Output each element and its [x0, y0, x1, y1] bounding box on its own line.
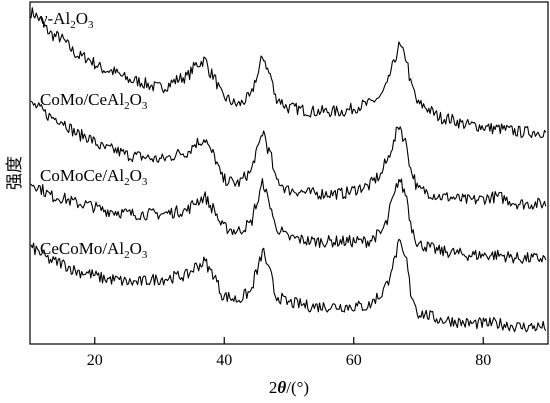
- series-trace-4: [30, 238, 547, 333]
- series-trace-3: [30, 177, 547, 264]
- series-label-2: CoMo/CeAl2O3: [40, 90, 148, 112]
- x-axis-ticks: 20 40 60 80: [87, 337, 491, 369]
- series-traces: [30, 7, 547, 333]
- x-axis-title: 2θ/(°): [269, 378, 309, 397]
- series-label-1: γ-Al2O3: [39, 9, 94, 31]
- x-tick-label: 80: [475, 352, 491, 369]
- series-labels: γ-Al2O3 CoMo/CeAl2O3 CoMoCe/Al2O3 CeCoMo/Al…: [39, 9, 148, 261]
- series-trace-2: [30, 100, 547, 210]
- x-tick-label: 20: [87, 352, 103, 369]
- series-trace-1: [30, 7, 547, 139]
- x-tick-label: 40: [216, 352, 232, 369]
- series-label-4: CeCoMo/Al2O3: [40, 239, 148, 261]
- plot-frame: [29, 1, 549, 345]
- x-tick-label: 60: [346, 352, 362, 369]
- y-axis-title: 强度: [5, 156, 24, 190]
- series-label-3: CoMoCe/Al2O3: [40, 166, 148, 188]
